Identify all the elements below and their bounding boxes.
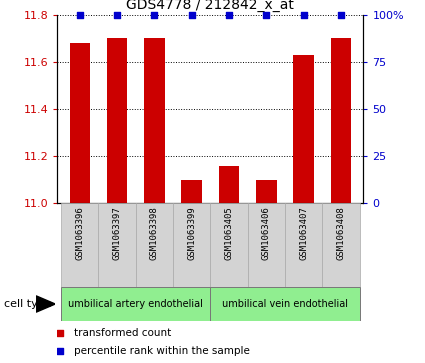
Text: percentile rank within the sample: percentile rank within the sample xyxy=(74,346,250,356)
Bar xyxy=(322,203,360,287)
Bar xyxy=(173,203,210,287)
Point xyxy=(226,12,232,17)
Point xyxy=(76,12,83,17)
Bar xyxy=(107,38,128,203)
Bar xyxy=(136,203,173,287)
Point xyxy=(263,12,270,17)
Bar xyxy=(219,166,239,203)
Polygon shape xyxy=(36,296,55,312)
Point xyxy=(337,12,344,17)
Text: GSM1063406: GSM1063406 xyxy=(262,206,271,260)
Bar xyxy=(293,55,314,203)
Bar xyxy=(99,203,136,287)
Bar xyxy=(256,180,277,203)
Bar xyxy=(61,203,99,287)
Text: GSM1063397: GSM1063397 xyxy=(113,206,122,260)
Text: GSM1063399: GSM1063399 xyxy=(187,206,196,260)
Bar xyxy=(331,38,351,203)
Point xyxy=(300,12,307,17)
Text: cell type: cell type xyxy=(4,299,52,309)
Bar xyxy=(70,43,90,203)
Text: transformed count: transformed count xyxy=(74,328,171,338)
Text: GSM1063405: GSM1063405 xyxy=(224,206,233,260)
Point xyxy=(113,12,120,17)
Point xyxy=(188,12,195,17)
Point xyxy=(151,12,158,17)
Point xyxy=(57,348,64,354)
Bar xyxy=(210,203,248,287)
Point xyxy=(57,330,64,336)
Bar xyxy=(181,180,202,203)
Bar xyxy=(285,203,322,287)
Text: umbilical vein endothelial: umbilical vein endothelial xyxy=(222,299,348,309)
Text: GSM1063396: GSM1063396 xyxy=(75,206,84,260)
Bar xyxy=(61,287,210,321)
Bar xyxy=(144,38,164,203)
Text: GSM1063408: GSM1063408 xyxy=(337,206,346,260)
Title: GDS4778 / 212842_x_at: GDS4778 / 212842_x_at xyxy=(127,0,294,12)
Text: GSM1063398: GSM1063398 xyxy=(150,206,159,260)
Bar xyxy=(248,203,285,287)
Text: umbilical artery endothelial: umbilical artery endothelial xyxy=(68,299,203,309)
Bar xyxy=(210,287,360,321)
Text: GSM1063407: GSM1063407 xyxy=(299,206,308,260)
